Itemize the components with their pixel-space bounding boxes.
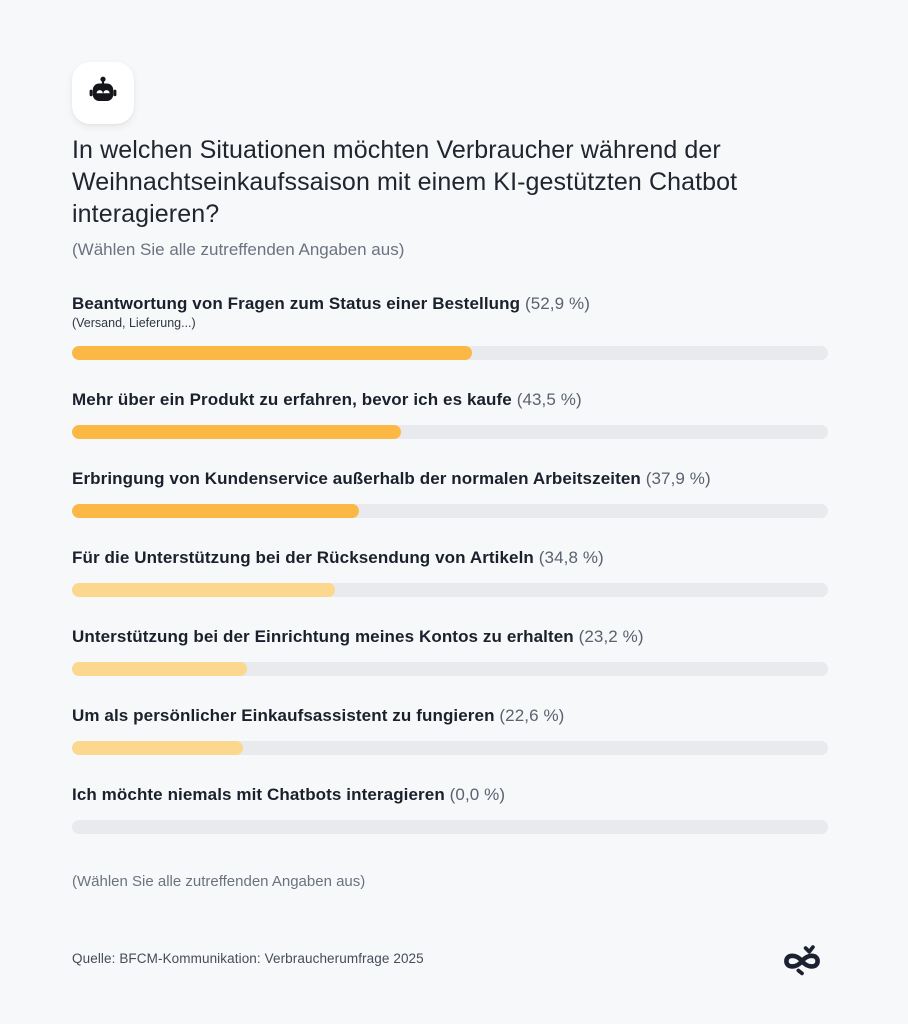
omnisend-infinity-logo — [776, 937, 828, 979]
page-subtitle: (Wählen Sie alle zutreffenden Angaben au… — [72, 240, 405, 259]
row-label-text: Unterstützung bei der Einrichtung meines… — [72, 627, 574, 646]
chart-row: Ich möchte niemals mit Chatbots interagi… — [72, 784, 828, 834]
chart-row: Für die Unterstützung bei der Rücksendun… — [72, 547, 828, 597]
bar-track — [72, 346, 828, 360]
bar-fill — [72, 346, 472, 360]
select-all-note: (Wählen Sie alle zutreffenden Angaben au… — [72, 873, 366, 890]
bar-chart: Beantwortung von Fragen zum Status einer… — [72, 293, 828, 863]
footer-bar: Quelle: BFCM-Kommunikation: Verbraucheru… — [72, 937, 828, 979]
row-label: Für die Unterstützung bei der Rücksendun… — [72, 547, 828, 568]
page-title: In welchen Situationen möchten Verbrauch… — [72, 136, 738, 228]
chart-row: Erbringung von Kundenservice außerhalb d… — [72, 468, 828, 518]
chart-row: Um als persönlicher Einkaufsassistent zu… — [72, 705, 828, 755]
row-value: (34,8 %) — [538, 548, 604, 567]
row-value: (52,9 %) — [524, 294, 590, 313]
chart-row: Mehr über ein Produkt zu erfahren, bevor… — [72, 389, 828, 439]
bar-fill — [72, 662, 248, 676]
row-sublabel: (Versand, Lieferung...) — [72, 316, 196, 330]
row-label-text: Erbringung von Kundenservice außerhalb d… — [72, 469, 641, 488]
row-label: Ich möchte niemals mit Chatbots interagi… — [72, 784, 828, 805]
row-value: (23,2 %) — [578, 627, 644, 646]
bar-fill — [72, 741, 243, 755]
row-label-text: Ich möchte niemals mit Chatbots interagi… — [72, 785, 445, 804]
row-label: Erbringung von Kundenservice außerhalb d… — [72, 468, 828, 489]
bar-track — [72, 820, 828, 834]
row-label: Mehr über ein Produkt zu erfahren, bevor… — [72, 389, 828, 410]
row-label: Beantwortung von Fragen zum Status einer… — [72, 293, 828, 314]
bar-track — [72, 583, 828, 597]
bar-fill — [72, 583, 336, 597]
robot-icon — [85, 73, 121, 114]
bar-fill — [72, 504, 359, 518]
row-value: (22,6 %) — [499, 706, 565, 725]
bar-track — [72, 662, 828, 676]
row-label-text: Mehr über ein Produkt zu erfahren, bevor… — [72, 390, 512, 409]
row-value: (0,0 %) — [449, 785, 506, 804]
source-text: Quelle: BFCM-Kommunikation: Verbraucheru… — [72, 950, 424, 966]
row-label-text: Beantwortung von Fragen zum Status einer… — [72, 294, 521, 313]
row-value: (43,5 %) — [516, 390, 582, 409]
row-value: (37,9 %) — [645, 469, 711, 488]
row-label-text: Für die Unterstützung bei der Rücksendun… — [72, 548, 534, 567]
bar-fill — [72, 425, 401, 439]
robot-badge — [72, 62, 134, 124]
row-label-text: Um als persönlicher Einkaufsassistent zu… — [72, 706, 495, 725]
row-label: Unterstützung bei der Einrichtung meines… — [72, 626, 828, 647]
row-label: Um als persönlicher Einkaufsassistent zu… — [72, 705, 828, 726]
bar-track — [72, 741, 828, 755]
bar-track — [72, 504, 828, 518]
bar-track — [72, 425, 828, 439]
chart-row: Beantwortung von Fragen zum Status einer… — [72, 293, 828, 360]
chart-row: Unterstützung bei der Einrichtung meines… — [72, 626, 828, 676]
